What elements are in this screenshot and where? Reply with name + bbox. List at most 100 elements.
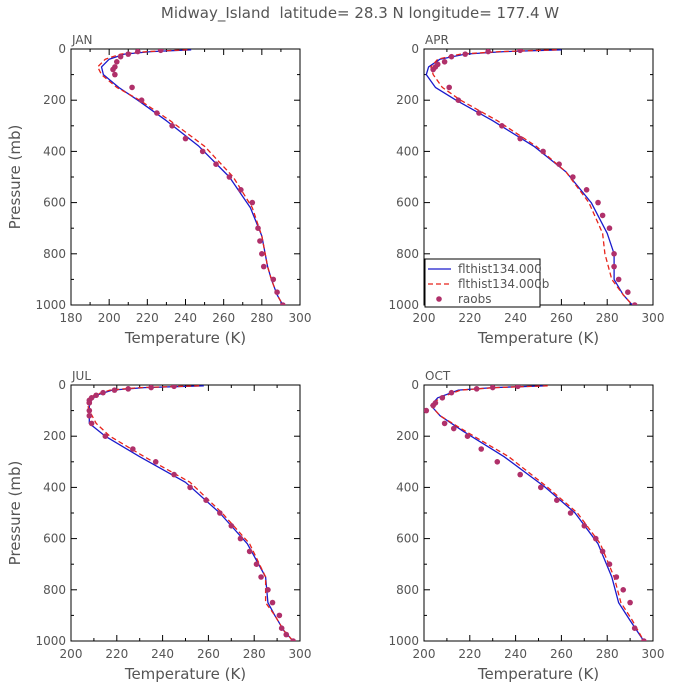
raobs-point — [283, 631, 290, 638]
y-tick-label: 200 — [43, 429, 66, 443]
raobs-point — [86, 407, 93, 414]
y-tick-label: 0 — [58, 42, 66, 56]
raobs-point — [625, 289, 631, 296]
raobs-point — [258, 574, 264, 580]
raobs-point — [228, 523, 235, 529]
raobs-point — [226, 174, 233, 180]
x-tick-label: 200 — [60, 647, 83, 661]
raobs-point — [171, 385, 177, 390]
x-tick-label: 260 — [550, 647, 573, 661]
panel-jan: 180 200 220 240 260 280 300 0 200 400 600 800 1000 JA… — [6, 33, 311, 347]
y-tick-label: 400 — [396, 144, 419, 158]
plot-area — [86, 385, 296, 641]
raobs-point — [269, 599, 276, 606]
raobs-point — [537, 484, 544, 491]
x-axis-label: Temperature (K) — [477, 665, 599, 683]
raobs-point — [595, 199, 601, 206]
plot-area — [424, 385, 647, 641]
raobs-point — [217, 510, 223, 516]
y-tick-label: 600 — [43, 196, 66, 210]
x-tick-label: 300 — [289, 311, 312, 325]
y-tick-label: 200 — [43, 93, 66, 107]
raobs-point — [441, 59, 448, 65]
series-line-flthist134-000b — [97, 49, 284, 305]
x-tick-label: 180 — [60, 311, 83, 325]
raobs-point — [517, 49, 523, 54]
raobs-point — [462, 51, 469, 57]
raobs-point — [499, 123, 505, 129]
raobs-point — [270, 276, 277, 283]
panels: 180 200 220 240 260 280 300 0 200 400 600 800 1000 JA… — [6, 33, 664, 683]
plot-area — [97, 49, 286, 305]
panel-label: JUL — [71, 369, 91, 383]
raobs-point — [203, 497, 209, 504]
raobs-point — [274, 289, 280, 296]
raobs-point — [448, 53, 455, 60]
x-tick-label: 300 — [289, 647, 312, 661]
raobs-point — [448, 389, 455, 396]
raobs-point — [581, 523, 588, 529]
legend-label: raobs — [458, 292, 492, 306]
raobs-point — [631, 625, 638, 631]
x-tick-label: 220 — [458, 311, 481, 325]
raobs-point — [592, 535, 599, 542]
raobs-point — [102, 433, 109, 440]
series-line-flthist134-000b — [430, 49, 633, 305]
raobs-point — [148, 385, 154, 391]
raobs-point — [117, 53, 124, 60]
panel-label: APR — [425, 33, 449, 47]
raobs-point — [515, 385, 521, 390]
raobs-point — [93, 392, 99, 399]
x-tick-label: 220 — [136, 311, 159, 325]
raobs-point — [473, 386, 480, 392]
y-tick-label: 0 — [411, 42, 419, 56]
x-tick-label: 260 — [212, 311, 235, 325]
y-tick-label: 800 — [43, 583, 66, 597]
raobs-point — [615, 276, 622, 283]
panel-oct: 200 220 240 260 280 300 0 200 400 600 800 1000 OCT Te… — [388, 369, 664, 683]
raobs-point — [485, 49, 491, 55]
raobs-point — [138, 97, 145, 103]
y-tick-label: 800 — [43, 247, 66, 261]
series-line-flthist134-000 — [425, 49, 633, 305]
raobs-point — [570, 174, 576, 180]
raobs-point — [455, 97, 462, 103]
raobs-point — [430, 402, 436, 409]
raobs-point — [567, 510, 574, 516]
y-tick-label: 200 — [396, 93, 419, 107]
raobs-point — [494, 459, 501, 465]
raobs-point — [110, 66, 116, 73]
raobs-point — [517, 471, 523, 478]
raobs-point — [446, 84, 452, 91]
raobs-point — [257, 238, 263, 244]
raobs-point — [253, 561, 260, 567]
raobs-point — [182, 135, 189, 142]
x-tick-label: 260 — [197, 647, 220, 661]
x-tick-label: 240 — [151, 647, 174, 661]
y-tick-label: 200 — [396, 429, 419, 443]
raobs-point — [599, 548, 606, 555]
x-tick-label: 200 — [413, 647, 436, 661]
x-tick-label: 300 — [642, 647, 665, 661]
y-tick-label: 0 — [58, 378, 66, 392]
raobs-point — [517, 135, 523, 142]
raobs-point — [631, 302, 638, 305]
raobs-point — [556, 161, 562, 167]
raobs-point — [255, 225, 261, 231]
raobs-point — [171, 471, 177, 478]
raobs-point — [478, 446, 485, 452]
raobs-point — [265, 587, 271, 593]
x-tick-label: 240 — [174, 311, 197, 325]
raobs-point — [276, 612, 283, 619]
x-tick-label: 280 — [243, 647, 266, 661]
y-tick-label: 1000 — [35, 298, 66, 312]
y-tick-label: 400 — [43, 480, 66, 494]
raobs-point — [199, 148, 206, 155]
raobs-point — [88, 420, 95, 427]
raobs-point — [599, 212, 606, 219]
raobs-point — [152, 459, 159, 465]
raobs-point — [111, 387, 118, 393]
legend-label: flthist134.000b — [458, 277, 549, 291]
raobs-point — [441, 420, 448, 427]
